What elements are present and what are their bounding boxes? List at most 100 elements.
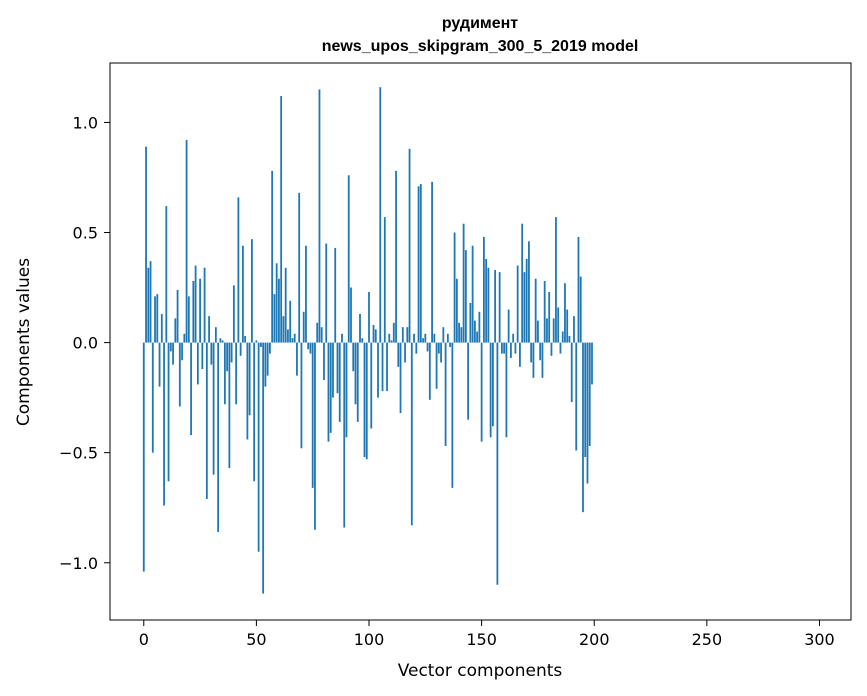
y-tick-label: 0.0 [73,334,98,353]
bar [377,342,379,398]
bar [176,289,179,343]
bar [323,342,325,381]
bar [345,342,348,438]
bar [390,340,393,343]
bar [287,329,289,343]
bar [446,333,449,343]
bar [343,342,346,528]
bar [449,342,451,347]
bar [523,272,526,343]
bar [541,342,544,378]
bar [219,338,222,343]
bar [300,342,303,449]
y-tick-label: 0.5 [73,224,98,243]
bar [530,342,533,363]
x-axis: 0 50 100 150 200 250 300 [139,620,835,649]
x-tick-label: 250 [692,630,723,649]
bar [550,342,553,356]
bar [485,258,488,343]
bar [460,327,463,343]
bar [417,186,420,343]
bar [451,342,454,488]
bar [399,342,402,414]
bar [365,342,368,460]
bar [437,342,440,354]
x-tick-label: 50 [246,630,266,649]
bar [564,283,566,343]
bar [575,342,578,451]
bar [284,267,287,343]
bar [516,265,519,343]
bar [501,342,503,354]
x-tick-label: 100 [354,630,385,649]
bar [577,236,580,343]
bar [248,342,251,416]
bar [469,302,472,343]
bar [528,241,530,343]
bar [266,342,269,376]
bar [381,342,384,392]
bar [156,294,159,343]
bar [458,322,460,343]
bar [480,342,483,442]
bar [433,333,436,343]
bar [244,336,247,343]
bar [584,342,587,458]
x-tick-label: 150 [466,630,497,649]
bar [395,170,397,343]
bar [408,148,411,343]
bar [525,258,528,343]
bar [471,245,474,343]
bar [235,342,238,405]
bar [192,280,195,343]
bar [167,342,170,482]
bar [307,342,310,350]
bar [489,342,492,438]
bar [354,342,357,405]
bar [444,342,447,447]
bar [534,278,537,343]
bar [435,342,438,389]
bar [327,342,330,442]
bar [464,250,467,343]
bar [334,247,337,343]
bar [257,342,260,552]
bar [181,342,183,361]
bar [289,300,292,343]
y-tick-label: 1.0 [73,113,98,132]
bar [237,197,240,343]
bar [561,331,564,343]
bar [397,342,400,367]
bar [455,278,458,343]
bar [246,342,249,440]
bar [442,327,445,343]
bar [296,342,298,376]
bar [291,338,294,343]
bar [424,333,427,343]
bar [392,322,395,343]
bar [332,342,334,398]
y-axis: −1.0 −0.5 0.0 0.5 1.0 [59,113,110,573]
bar [228,342,231,469]
bar [510,342,512,359]
bar [217,342,220,532]
bar [151,342,154,453]
bar [552,318,555,343]
bar [298,192,301,343]
bar [579,276,582,343]
bars-group [142,87,593,594]
bar [205,342,208,499]
bar [325,243,328,343]
bar [573,316,575,343]
bar [336,342,339,394]
bar [386,342,388,392]
bar [588,342,591,447]
bar [199,278,201,343]
bar [514,342,517,354]
bar [568,336,571,343]
bar [271,170,274,343]
bar [183,333,186,343]
bar [507,309,510,343]
bar [546,318,548,343]
